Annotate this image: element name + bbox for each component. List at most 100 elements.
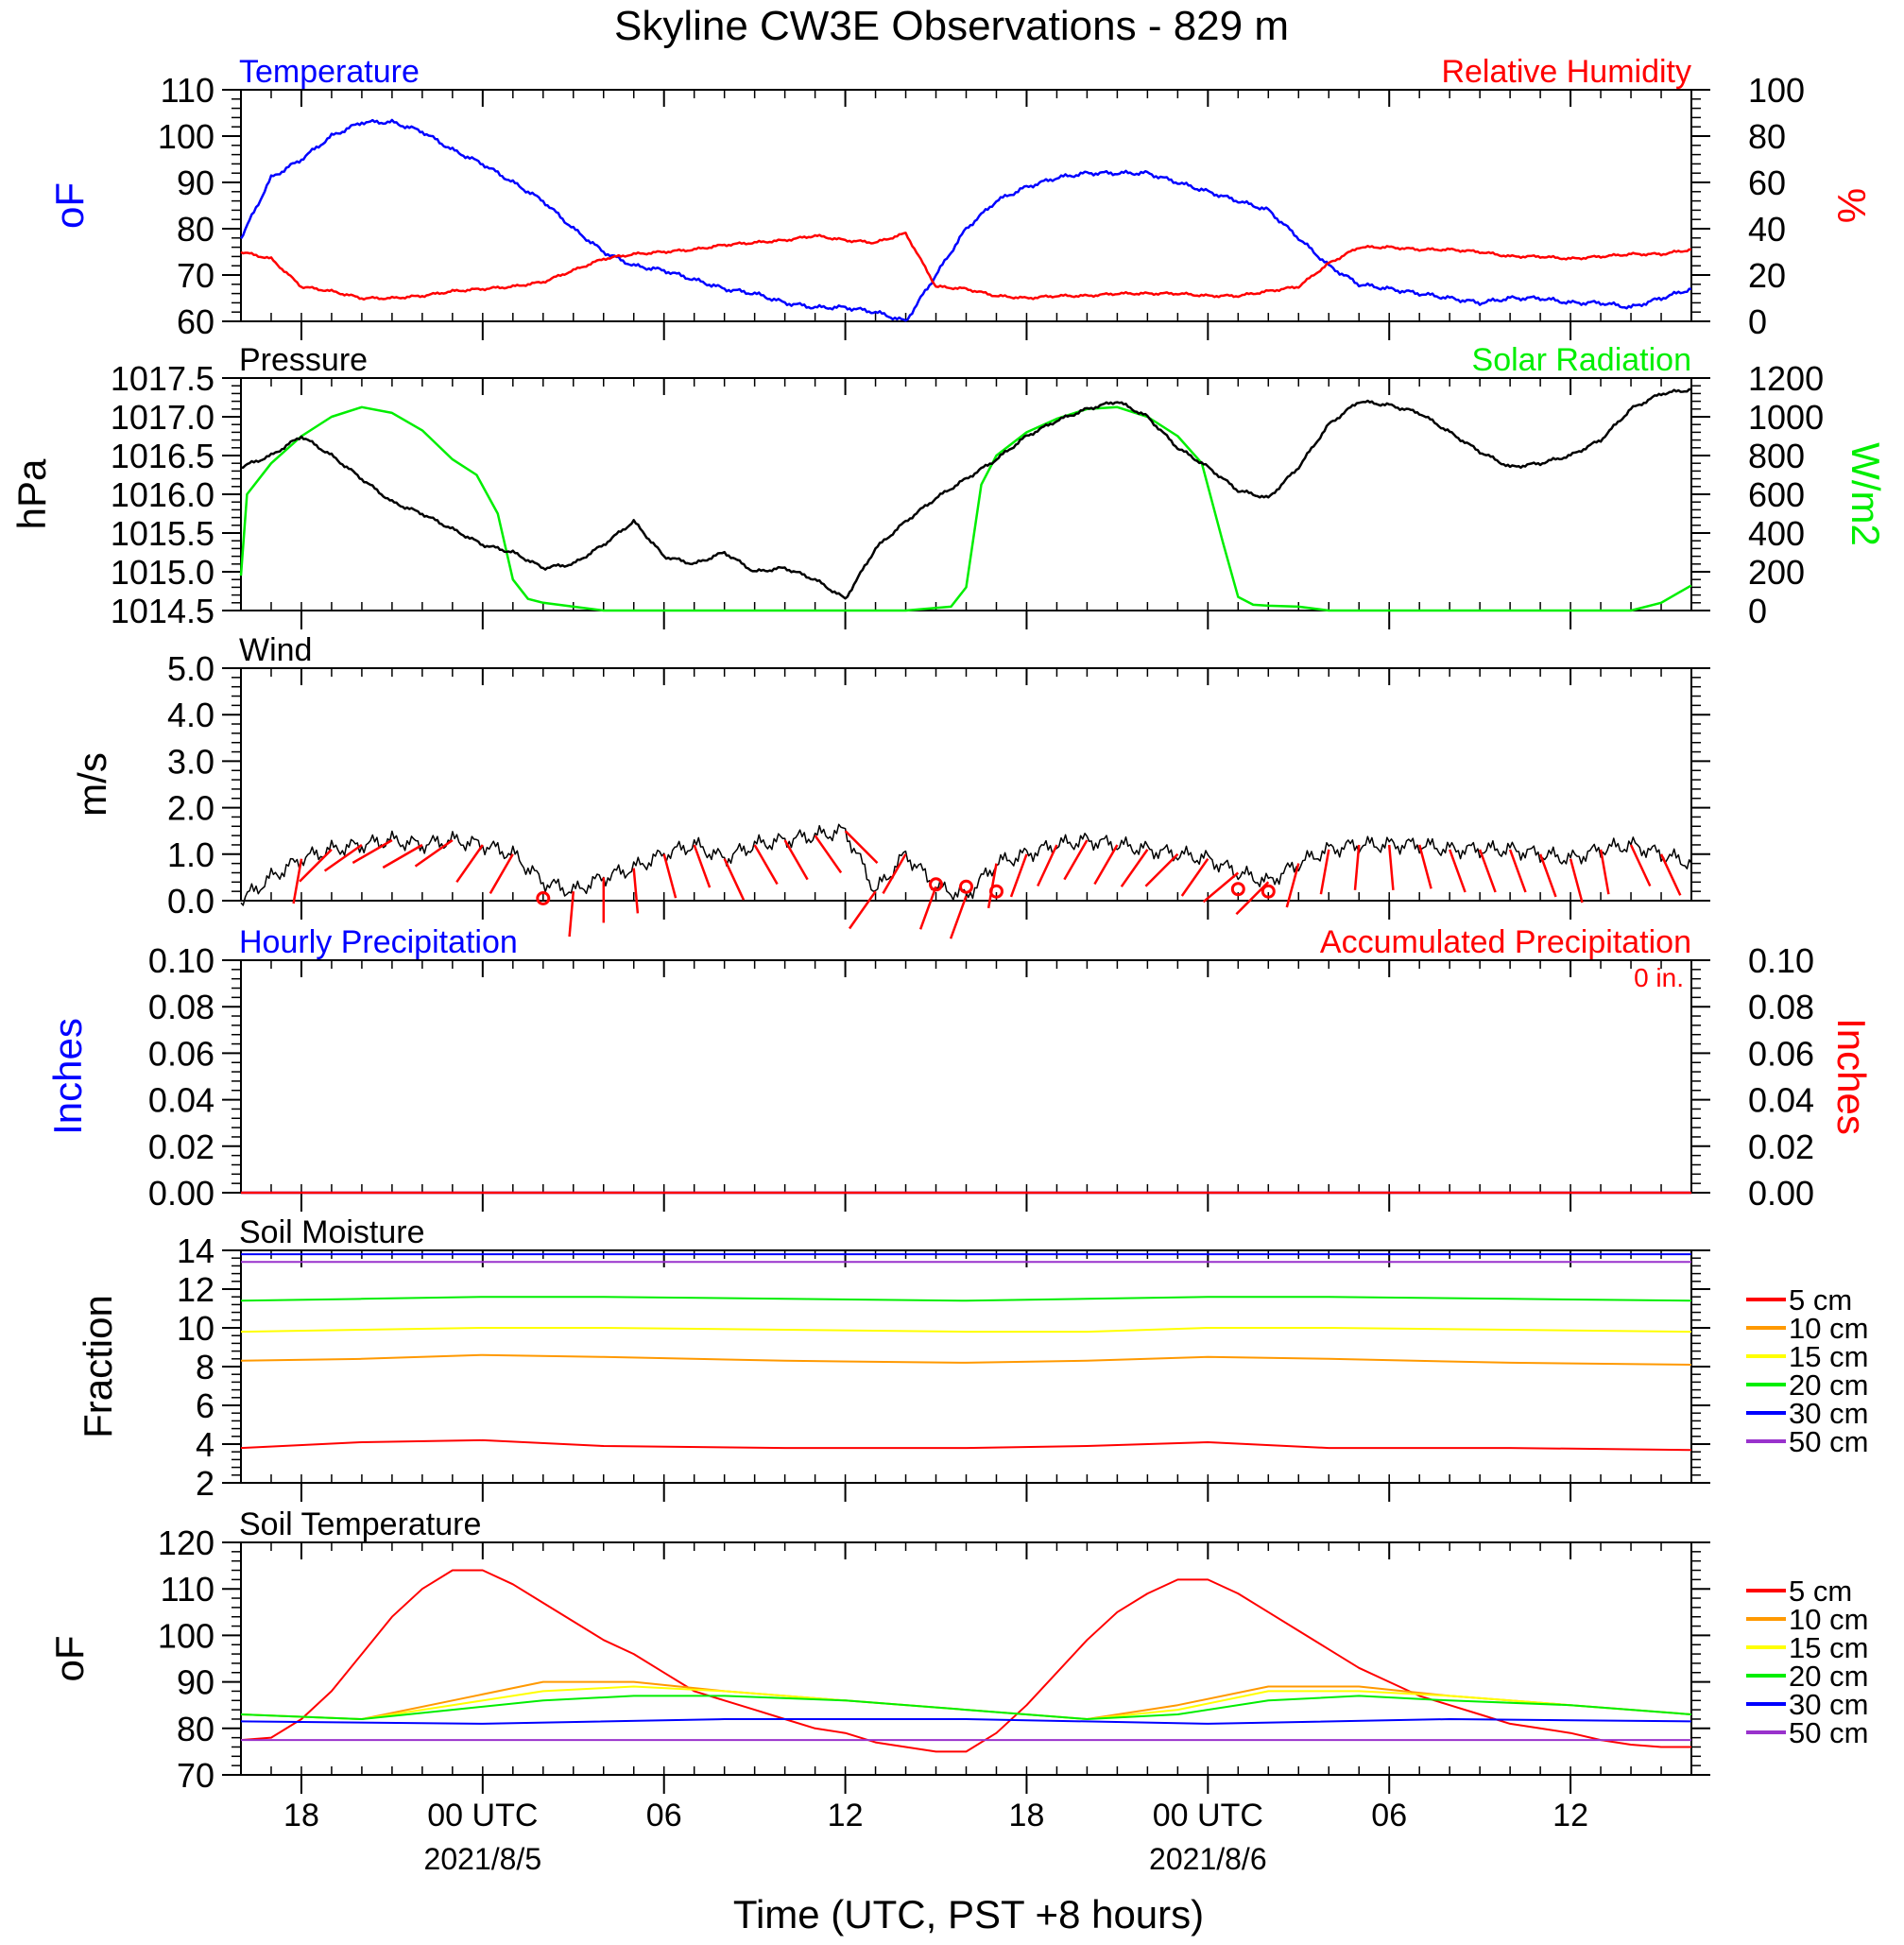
- x-tick-label: 18: [283, 1798, 319, 1833]
- x-date-label: 2021/8/6: [1149, 1842, 1267, 1876]
- y-left-tick-label: 100: [158, 1616, 214, 1655]
- wind-barb: [814, 835, 843, 874]
- x-tick-label: 12: [828, 1798, 864, 1833]
- y-right-tick-label: 0.00: [1748, 1174, 1814, 1213]
- humidity-axis-label: %: [1829, 188, 1874, 223]
- calm-wind-marker: [959, 879, 973, 894]
- wind-barb: [455, 844, 484, 884]
- accum-precip-axis-label: Inches: [1829, 1018, 1874, 1135]
- hourly-precip-title: Hourly Precipitation: [239, 924, 518, 960]
- wind-barb: [1538, 853, 1557, 898]
- legend-label: 10 cm: [1789, 1312, 1868, 1345]
- soil-temperature-axis-label: oF: [47, 1635, 92, 1681]
- wind-barb: [1180, 857, 1209, 897]
- calm-wind-marker: [536, 891, 551, 905]
- wind-axis-label: m/s: [70, 752, 114, 817]
- legend-label: 30 cm: [1789, 1397, 1868, 1430]
- y-left-tick-label: 110: [161, 71, 214, 110]
- wind-barb: [299, 849, 333, 883]
- y-left-tick-label: 5.0: [167, 649, 214, 688]
- x-tick-label: 12: [1552, 1798, 1588, 1833]
- wind-barb: [723, 858, 746, 901]
- pressure-title: Pressure: [239, 342, 368, 378]
- y-left-tick-label: 1017.5: [111, 359, 214, 398]
- y-right-tick-label: 0: [1748, 592, 1767, 630]
- y-left-tick-label: 1015.0: [111, 553, 214, 592]
- soil-temperature-title: Soil Temperature: [239, 1506, 481, 1542]
- soil-moisture-line-2: [240, 1327, 1692, 1334]
- y-right-tick-label: 600: [1748, 475, 1805, 514]
- y-right-tick-label: 0: [1748, 302, 1767, 341]
- wind-barb: [662, 853, 678, 899]
- y-left-tick-label: 3.0: [167, 742, 214, 781]
- solar-radiation-line: [239, 405, 1692, 612]
- panels-layer: 607080901001100204060801001014.51015.010…: [9, 54, 1888, 1876]
- panel-frame: [240, 959, 1692, 1194]
- calm-wind-marker: [1230, 882, 1245, 897]
- y-left-tick-label: 80: [177, 1710, 214, 1748]
- wind-title: Wind: [239, 632, 312, 668]
- y-left-tick-label: 2: [196, 1464, 214, 1503]
- wind-barb: [1449, 849, 1467, 893]
- wind-barb: [352, 838, 393, 865]
- wind-barb: [1063, 839, 1089, 881]
- y-right-tick-label: 0.02: [1748, 1127, 1814, 1166]
- wind-barb: [1120, 849, 1149, 887]
- legend-label: 30 cm: [1789, 1688, 1868, 1721]
- y-left-tick-label: 120: [158, 1523, 214, 1562]
- y-right-tick-label: 200: [1748, 553, 1805, 592]
- y-left-tick-label: 100: [158, 117, 214, 156]
- wind-barb: [1387, 844, 1395, 890]
- legend-label: 15 cm: [1789, 1340, 1868, 1373]
- wind-barb: [844, 830, 879, 864]
- wind-barb: [1629, 844, 1652, 887]
- legend-label: 20 cm: [1789, 1660, 1868, 1693]
- legend-label: 50 cm: [1789, 1425, 1868, 1458]
- soil-temperature-line-4: [240, 1718, 1692, 1725]
- x-date-label: 2021/8/5: [424, 1842, 542, 1876]
- wind-barb: [632, 868, 640, 914]
- y-right-tick-label: 0.04: [1748, 1081, 1814, 1120]
- wind-barb: [1037, 844, 1058, 887]
- wind-barb: [1599, 849, 1610, 895]
- y-left-tick-label: 80: [177, 210, 214, 249]
- legend-label: 50 cm: [1789, 1716, 1868, 1749]
- y-left-tick-label: 110: [161, 1570, 214, 1609]
- y-right-tick-label: 1200: [1748, 359, 1824, 398]
- wind-barb: [382, 843, 423, 869]
- wind-barb: [918, 886, 937, 930]
- temperature-axis-label: oF: [47, 182, 92, 229]
- panel-frame: [240, 667, 1692, 902]
- wind-barb: [1202, 871, 1240, 904]
- hourly-precip-axis-label: Inches: [45, 1018, 90, 1135]
- y-right-tick-label: 60: [1748, 164, 1786, 202]
- soil-moisture-line-0: [240, 1438, 1692, 1452]
- soil-moisture-title: Soil Moisture: [239, 1214, 425, 1250]
- legend-label: 15 cm: [1789, 1631, 1868, 1664]
- humidity-title: Relative Humidity: [1441, 54, 1691, 90]
- wind-barb: [753, 844, 779, 886]
- wind-barb: [1093, 844, 1119, 886]
- temperature-title: Temperature: [239, 54, 420, 90]
- wind-barb: [1319, 849, 1330, 895]
- wind-barb: [568, 891, 575, 938]
- wind-barb: [1353, 844, 1361, 890]
- soil-moisture-axis-label: Fraction: [76, 1295, 120, 1438]
- y-left-tick-label: 6: [196, 1386, 214, 1425]
- wind-barb: [1508, 849, 1527, 893]
- x-tick-label: 00 UTC: [1153, 1798, 1263, 1833]
- y-right-tick-label: 400: [1748, 514, 1805, 553]
- y-left-tick-label: 14: [177, 1231, 214, 1270]
- calm-wind-marker: [1261, 884, 1276, 899]
- wind-barb: [848, 890, 877, 930]
- humidity-line: [240, 232, 1692, 301]
- x-tick-label: 18: [1009, 1798, 1045, 1833]
- y-left-tick-label: 1016.0: [111, 475, 214, 514]
- y-left-tick-label: 0.06: [148, 1034, 214, 1073]
- soil-temperature-line-2: [240, 1685, 1692, 1720]
- wind-barb: [292, 858, 303, 904]
- y-left-tick-label: 0.10: [148, 941, 214, 980]
- legend-label: 5 cm: [1789, 1283, 1852, 1317]
- pressure-axis-label: hPa: [9, 458, 54, 529]
